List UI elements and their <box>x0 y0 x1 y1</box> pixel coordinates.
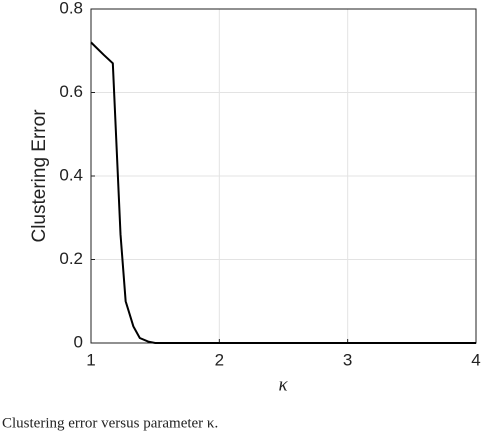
x-tick-label: 2 <box>215 350 224 369</box>
data-line <box>90 41 476 344</box>
y-tick-label: 0.8 <box>59 0 83 17</box>
y-tick-label: 0.4 <box>59 165 83 184</box>
y-tick-label: 0.6 <box>59 82 83 101</box>
x-tick-label: 3 <box>343 350 352 369</box>
x-tick-label: 1 <box>86 350 95 369</box>
y-tick-label: 0 <box>74 332 83 351</box>
x-tick-label: 4 <box>471 350 480 369</box>
x-axis-label: κ <box>278 374 288 395</box>
y-axis-label: Clustering Error <box>29 109 50 243</box>
caption: Clustering error versus parameter κ. <box>2 415 218 431</box>
y-tick-label: 0.2 <box>59 249 83 268</box>
